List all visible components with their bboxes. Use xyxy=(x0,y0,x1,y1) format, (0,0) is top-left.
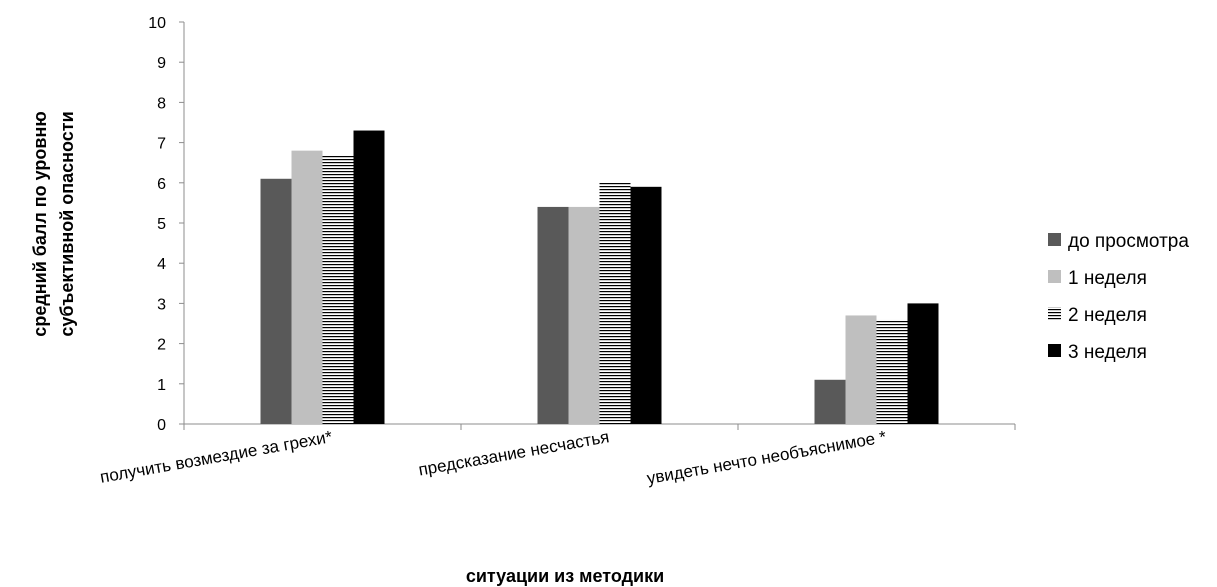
legend-swatch xyxy=(1048,233,1061,246)
y-tick-label: 2 xyxy=(157,337,166,354)
y-axis-title: средний балл по уровню субъективной опас… xyxy=(30,111,77,336)
y-axis-title-line-2: субъективной опасности xyxy=(57,111,77,336)
legend-swatch xyxy=(1048,344,1061,357)
category-label: увидеть нечто необъяснимое * xyxy=(645,427,888,488)
y-tick-label: 10 xyxy=(148,15,166,32)
y-tick-label: 7 xyxy=(157,136,166,153)
y-tick-label: 0 xyxy=(157,417,166,434)
bar xyxy=(599,182,631,424)
y-tick-label: 4 xyxy=(157,256,166,273)
y-tick-label: 5 xyxy=(157,216,166,233)
y-tick-label: 6 xyxy=(157,176,166,193)
bar xyxy=(353,130,385,425)
x-ticks xyxy=(183,424,1016,430)
bar xyxy=(814,379,846,424)
bar xyxy=(568,206,600,424)
legend-label: 3 неделя xyxy=(1068,342,1147,363)
legend-label: 2 неделя xyxy=(1068,305,1147,326)
bars xyxy=(260,130,939,425)
bar xyxy=(291,150,323,424)
bar xyxy=(845,315,877,424)
x-axis-title: ситуации из методики xyxy=(466,566,664,586)
bar xyxy=(630,186,662,424)
bar xyxy=(876,319,908,424)
legend-swatch xyxy=(1048,270,1061,283)
legend-swatch xyxy=(1048,307,1061,320)
legend-label: 1 неделя xyxy=(1068,268,1147,289)
bar xyxy=(907,303,939,424)
y-axis-title-line-1: средний балл по уровню xyxy=(30,111,50,336)
y-tick-label: 9 xyxy=(157,55,166,72)
y-tick-label: 1 xyxy=(157,377,166,394)
category-labels: получить возмездие за грехи* предсказание… xyxy=(99,427,889,488)
y-tick-label: 8 xyxy=(157,95,166,112)
y-ticks: 0 1 2 3 4 5 6 7 8 9 10 xyxy=(148,15,184,434)
bar xyxy=(322,154,354,424)
category-label: предсказание несчастья xyxy=(417,427,611,479)
legend-label: до просмотра xyxy=(1068,231,1189,252)
y-tick-label: 3 xyxy=(157,296,166,313)
bar xyxy=(260,178,292,424)
bar xyxy=(537,206,569,424)
legend: до просмотра 1 неделя 2 неделя 3 неделя xyxy=(1048,231,1189,363)
category-label: получить возмездие за грехи* xyxy=(99,427,335,487)
